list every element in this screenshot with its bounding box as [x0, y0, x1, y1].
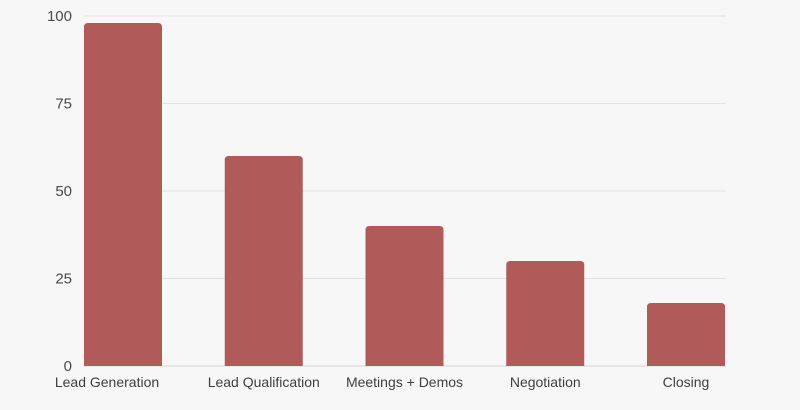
- bar: [365, 226, 444, 366]
- bars: [84, 23, 725, 366]
- gridlines: [84, 15, 726, 367]
- x-axis: Lead Generation Lead Qualification Meeting…: [55, 374, 710, 390]
- x-tick-label: Meetings + Demos: [346, 374, 463, 390]
- x-tick-label: Closing: [663, 374, 710, 390]
- y-tick-label: 50: [55, 183, 72, 200]
- y-tick-label: 100: [47, 8, 72, 25]
- y-tick-label: 75: [55, 96, 72, 113]
- bar: [506, 261, 585, 366]
- bar: [224, 156, 303, 366]
- y-axis: 0 25 50 75 100: [47, 8, 72, 375]
- x-tick-label: Negotiation: [510, 374, 581, 390]
- y-tick-label: 25: [55, 271, 72, 288]
- y-tick-label: 0: [64, 358, 72, 375]
- x-tick-label: Lead Generation: [55, 374, 159, 390]
- x-tick-label: Lead Qualification: [208, 374, 320, 390]
- bar: [647, 303, 725, 366]
- bar: [84, 23, 162, 366]
